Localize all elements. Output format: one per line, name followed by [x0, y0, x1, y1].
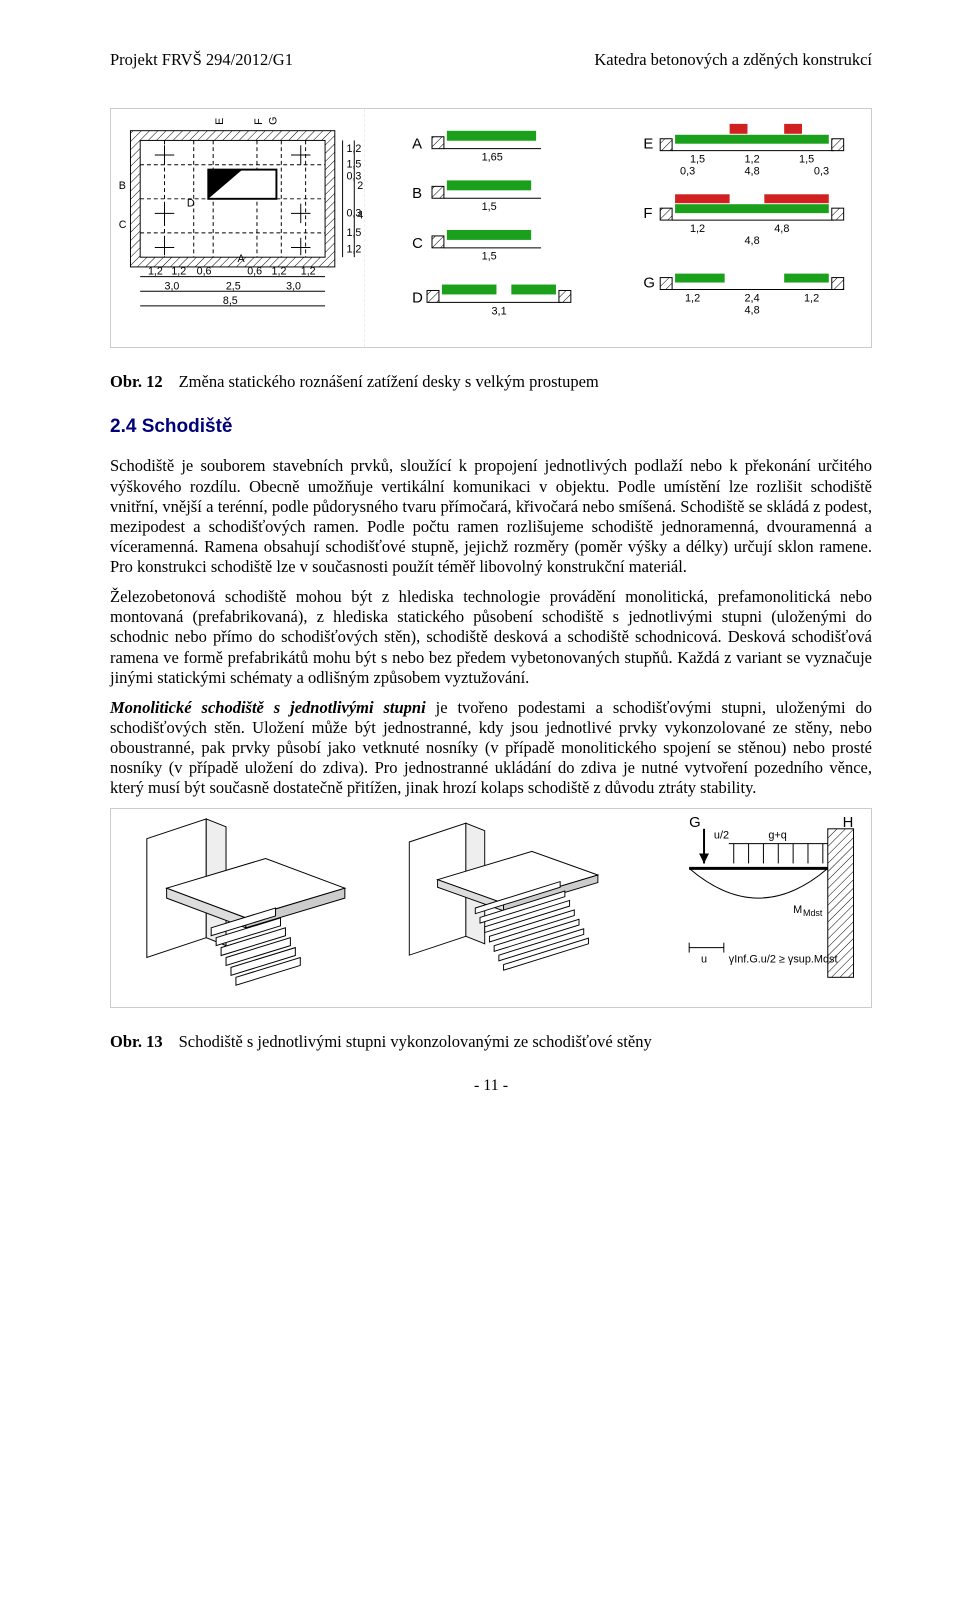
svg-text:0,6: 0,6 — [247, 266, 262, 278]
svg-text:1,65: 1,65 — [482, 151, 503, 163]
page-header: Projekt FRVŠ 294/2012/G1 Katedra betonov… — [110, 50, 872, 70]
para3-bold: Monolitické schodiště s jednotlivými stu… — [110, 698, 426, 717]
svg-text:1,5: 1,5 — [482, 201, 497, 213]
svg-text:1,2: 1,2 — [690, 223, 705, 235]
header-right: Katedra betonových a zděných konstrukcí — [594, 50, 872, 70]
svg-text:4,8: 4,8 — [745, 235, 760, 247]
figure-12: E F G B C A D 1,2 1,2 0,6 0,6 1,2 1,2 3,… — [110, 108, 872, 348]
fig12-caption: Obr. 12 Změna statického roznášení zatíž… — [110, 372, 872, 392]
svg-text:1,5: 1,5 — [346, 227, 361, 239]
fig12-sections-right: E 1,5 1,2 1,5 0,3 4,8 0,3 F 1,2 4,8 4,8 — [618, 109, 871, 347]
svg-text:1,2: 1,2 — [272, 266, 287, 278]
svg-text:4,8: 4,8 — [745, 165, 760, 177]
fig13-caption-text: Schodiště s jednotlivými stupni vykonzol… — [179, 1032, 652, 1052]
svg-text:G: G — [267, 116, 279, 124]
svg-text:D: D — [412, 290, 423, 306]
svg-text:γInf.G.u/2 ≥ γsup.Mdst: γInf.G.u/2 ≥ γsup.Mdst — [729, 954, 838, 966]
svg-text:0,3: 0,3 — [346, 207, 361, 219]
svg-text:G: G — [689, 815, 701, 831]
fig13-caption: Obr. 13 Schodiště s jednotlivými stupni … — [110, 1032, 872, 1052]
svg-text:A: A — [412, 136, 422, 152]
svg-text:1,2: 1,2 — [148, 266, 163, 278]
svg-text:3,1: 3,1 — [492, 305, 507, 317]
svg-text:B: B — [119, 180, 126, 192]
svg-text:F: F — [643, 206, 652, 222]
paragraph-2: Železobetonová schodiště mohou být z hle… — [110, 587, 872, 688]
svg-text:1,2: 1,2 — [804, 292, 819, 304]
svg-text:3,0: 3,0 — [165, 280, 180, 292]
svg-text:A: A — [238, 253, 246, 265]
svg-text:4,8: 4,8 — [745, 304, 760, 316]
fig12-caption-text: Změna statického roznášení zatížení desk… — [179, 372, 599, 392]
svg-text:C: C — [412, 236, 423, 252]
fig12-sections-mid: A 1,65 B 1,5 C 1,5 D — [365, 109, 618, 347]
svg-text:Mdst: Mdst — [803, 908, 823, 918]
svg-text:G: G — [643, 275, 655, 291]
fig13-static-scheme: G u/2 g+q H M Mdst u γInf.G.u/2 ≥ γsup.M… — [626, 809, 871, 1007]
svg-text:u/2: u/2 — [714, 830, 729, 842]
svg-text:1,5: 1,5 — [799, 153, 814, 165]
svg-text:4,8: 4,8 — [774, 223, 789, 235]
svg-text:1,5: 1,5 — [482, 251, 497, 263]
svg-text:E: E — [643, 136, 653, 152]
svg-text:2,5: 2,5 — [226, 280, 241, 292]
svg-text:u: u — [701, 954, 707, 966]
fig13-label: Obr. 13 — [110, 1032, 163, 1052]
svg-text:2,4: 2,4 — [357, 180, 364, 192]
paragraph-3: Monolitické schodiště s jednotlivými stu… — [110, 698, 872, 799]
header-left: Projekt FRVŠ 294/2012/G1 — [110, 50, 293, 70]
fig12-label: Obr. 12 — [110, 372, 163, 392]
svg-text:D: D — [187, 197, 195, 209]
svg-text:1,2: 1,2 — [301, 266, 316, 278]
fig12-plan-svg: E F G B C A D 1,2 1,2 0,6 0,6 1,2 1,2 3,… — [111, 109, 364, 347]
svg-text:1,2: 1,2 — [685, 292, 700, 304]
fig13-iso-mid — [381, 809, 626, 1007]
paragraph-1: Schodiště je souborem stavebních prvků, … — [110, 456, 872, 577]
svg-text:F: F — [253, 118, 265, 125]
svg-text:2,4: 2,4 — [745, 292, 760, 304]
svg-text:1,2: 1,2 — [171, 266, 186, 278]
svg-text:1,2: 1,2 — [346, 243, 361, 255]
svg-text:g+q: g+q — [768, 830, 786, 842]
fig13-iso-left — [111, 809, 381, 1007]
svg-text:0,6: 0,6 — [197, 266, 212, 278]
svg-text:1,2: 1,2 — [745, 153, 760, 165]
svg-text:0,3: 0,3 — [814, 165, 829, 177]
svg-text:8,5: 8,5 — [223, 295, 238, 307]
svg-text:E: E — [214, 118, 226, 125]
figure-13: G u/2 g+q H M Mdst u γInf.G.u/2 ≥ γsup.M… — [110, 808, 872, 1008]
svg-text:B: B — [412, 186, 422, 202]
svg-text:1,5: 1,5 — [690, 153, 705, 165]
page-number: - 11 - — [110, 1076, 872, 1095]
svg-text:0,3: 0,3 — [680, 165, 695, 177]
svg-text:C: C — [119, 219, 127, 231]
svg-text:3,0: 3,0 — [286, 280, 301, 292]
section-heading: 2.4 Schodiště — [110, 416, 872, 439]
svg-text:M: M — [793, 904, 802, 916]
svg-text:H: H — [842, 815, 853, 831]
